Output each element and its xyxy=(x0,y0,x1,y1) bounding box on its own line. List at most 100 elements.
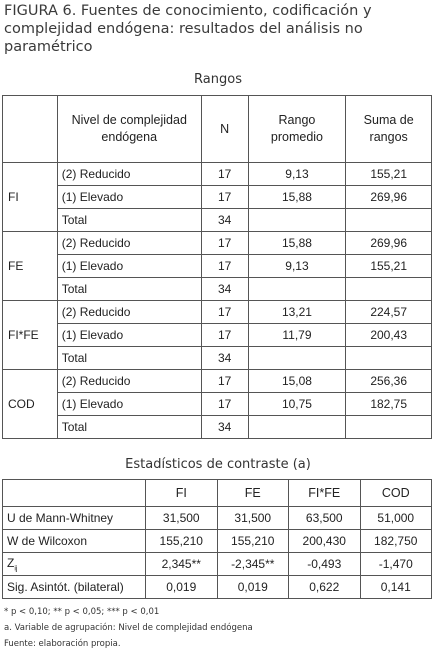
stat-label: W de Wilcoxon xyxy=(2,529,146,553)
stats-header-empty xyxy=(2,479,146,507)
stat-value: 31,500 xyxy=(216,506,289,530)
n-cell: 17 xyxy=(200,323,249,347)
sum-cell: 200,43 xyxy=(345,323,432,347)
stats-header-cod: COD xyxy=(359,479,432,507)
ranks-header-n: N xyxy=(200,95,249,163)
sum-cell: 155,21 xyxy=(345,254,432,278)
mean-cell: 15,08 xyxy=(247,369,347,393)
sum-cell xyxy=(345,415,432,439)
table-row: (1) Elevado 17 10,75 182,75 xyxy=(3,392,432,416)
group-label-cod: COD xyxy=(2,369,58,439)
level-cell: Total xyxy=(56,277,202,301)
stats-header-fi: FI xyxy=(145,479,218,507)
stat-value: -2,345** xyxy=(216,552,289,576)
z-symbol: Z xyxy=(7,555,15,570)
level-cell: (1) Elevado xyxy=(56,392,202,416)
stat-value: 182,750 xyxy=(359,529,432,553)
n-cell: 17 xyxy=(200,185,249,209)
sum-cell: 269,96 xyxy=(345,231,432,255)
table-row: COD (2) Reducido 17 15,08 256,36 xyxy=(2,369,432,439)
ranks-header-sum: Suma de rangos xyxy=(345,95,432,163)
mean-cell: 9,13 xyxy=(247,254,347,278)
n-cell: 34 xyxy=(200,208,249,232)
mean-cell xyxy=(247,415,347,439)
stat-value: 0,141 xyxy=(359,575,432,599)
level-cell: (1) Elevado xyxy=(56,323,202,347)
stat-value: 63,500 xyxy=(288,506,361,530)
mean-cell: 11,79 xyxy=(247,323,347,347)
n-cell: 17 xyxy=(200,369,249,393)
stat-value: 31,500 xyxy=(145,506,218,530)
stat-label-z: Zij xyxy=(2,552,146,576)
sum-cell xyxy=(345,277,432,301)
group-label-fi: FI xyxy=(2,162,58,232)
stat-value: 155,210 xyxy=(145,529,218,553)
ranks-table: Nivel de complejidad endógena N Rango pr… xyxy=(2,95,432,439)
stat-value: 2,345** xyxy=(145,552,218,576)
ranks-header-mean: Rango promedio xyxy=(247,95,347,163)
stat-label: Sig. Asintót. (bilateral) xyxy=(2,575,146,599)
group-label-fi-fe: FI*FE xyxy=(2,300,58,370)
table-row: W de Wilcoxon 155,210 155,210 200,430 18… xyxy=(2,529,432,553)
table-row: Total 34 xyxy=(3,277,432,301)
mean-cell xyxy=(247,208,347,232)
table-row: (1) Elevado 17 15,88 269,96 xyxy=(3,185,432,209)
mean-cell: 13,21 xyxy=(247,300,347,324)
stat-value: 0,019 xyxy=(145,575,218,599)
ranks-header-empty xyxy=(2,95,58,163)
mean-cell: 9,13 xyxy=(247,162,347,186)
n-cell: 17 xyxy=(200,300,249,324)
mean-cell xyxy=(247,277,347,301)
ranks-heading: Rangos xyxy=(194,72,242,87)
ranks-header-level: Nivel de complejidad endógena xyxy=(56,95,202,163)
n-cell: 34 xyxy=(200,346,249,370)
stats-table: FI FE FI*FE COD U de Mann-Whitney 31,500… xyxy=(2,479,432,599)
stats-header-fi-fe: FI*FE xyxy=(288,479,361,507)
level-cell: (2) Reducido xyxy=(56,369,202,393)
figure-title: FIGURA 6. Fuentes de conocimiento, codif… xyxy=(4,3,372,55)
stat-value: 200,430 xyxy=(288,529,361,553)
table-row: Total 34 xyxy=(3,208,432,232)
group-label-fe: FE xyxy=(2,231,58,301)
stat-value: -0,493 xyxy=(288,552,361,576)
sum-cell: 224,57 xyxy=(345,300,432,324)
source-note: Fuente: elaboración propia. xyxy=(4,639,121,649)
level-cell: Total xyxy=(56,415,202,439)
mean-cell: 10,75 xyxy=(247,392,347,416)
table-row: (1) Elevado 17 9,13 155,21 xyxy=(3,254,432,278)
stat-value: 155,210 xyxy=(216,529,289,553)
z-subscript: ij xyxy=(14,565,18,573)
level-cell: (2) Reducido xyxy=(56,231,202,255)
level-cell: Total xyxy=(56,346,202,370)
table-row: FI (2) Reducido 17 9,13 155,21 xyxy=(2,162,432,232)
mean-cell: 15,88 xyxy=(247,231,347,255)
table-row: FI*FE (2) Reducido 17 13,21 224,57 xyxy=(2,300,432,370)
table-row: Total 34 xyxy=(3,415,432,439)
table-row: Zij 2,345** -2,345** -0,493 -1,470 xyxy=(2,552,432,576)
sum-cell xyxy=(345,208,432,232)
n-cell: 34 xyxy=(200,415,249,439)
table-row: U de Mann-Whitney 31,500 31,500 63,500 5… xyxy=(2,506,432,530)
mean-cell: 15,88 xyxy=(247,185,347,209)
stat-value: 0,019 xyxy=(216,575,289,599)
sum-cell: 256,36 xyxy=(345,369,432,393)
significance-note: * p < 0,10; ** p < 0,05; *** p < 0,01 xyxy=(4,607,160,617)
n-cell: 17 xyxy=(200,392,249,416)
stat-value: 51,000 xyxy=(359,506,432,530)
sum-cell: 182,75 xyxy=(345,392,432,416)
n-cell: 34 xyxy=(200,277,249,301)
footnotes: * p < 0,10; ** p < 0,05; *** p < 0,01 a.… xyxy=(4,604,432,652)
grouping-note: a. Variable de agrupación: Nivel de comp… xyxy=(4,623,253,633)
level-cell: (2) Reducido xyxy=(56,162,202,186)
n-cell: 17 xyxy=(200,231,249,255)
level-cell: Total xyxy=(56,208,202,232)
n-cell: 17 xyxy=(200,254,249,278)
table-row: Total 34 xyxy=(3,346,432,370)
level-cell: (1) Elevado xyxy=(56,254,202,278)
sum-cell: 155,21 xyxy=(345,162,432,186)
table-row: FE (2) Reducido 17 15,88 269,96 xyxy=(2,231,432,301)
level-cell: (1) Elevado xyxy=(56,185,202,209)
ranks-header-row: Nivel de complejidad endógena N Rango pr… xyxy=(2,95,432,163)
table-row: (1) Elevado 17 11,79 200,43 xyxy=(3,323,432,347)
stat-label: U de Mann-Whitney xyxy=(2,506,146,530)
